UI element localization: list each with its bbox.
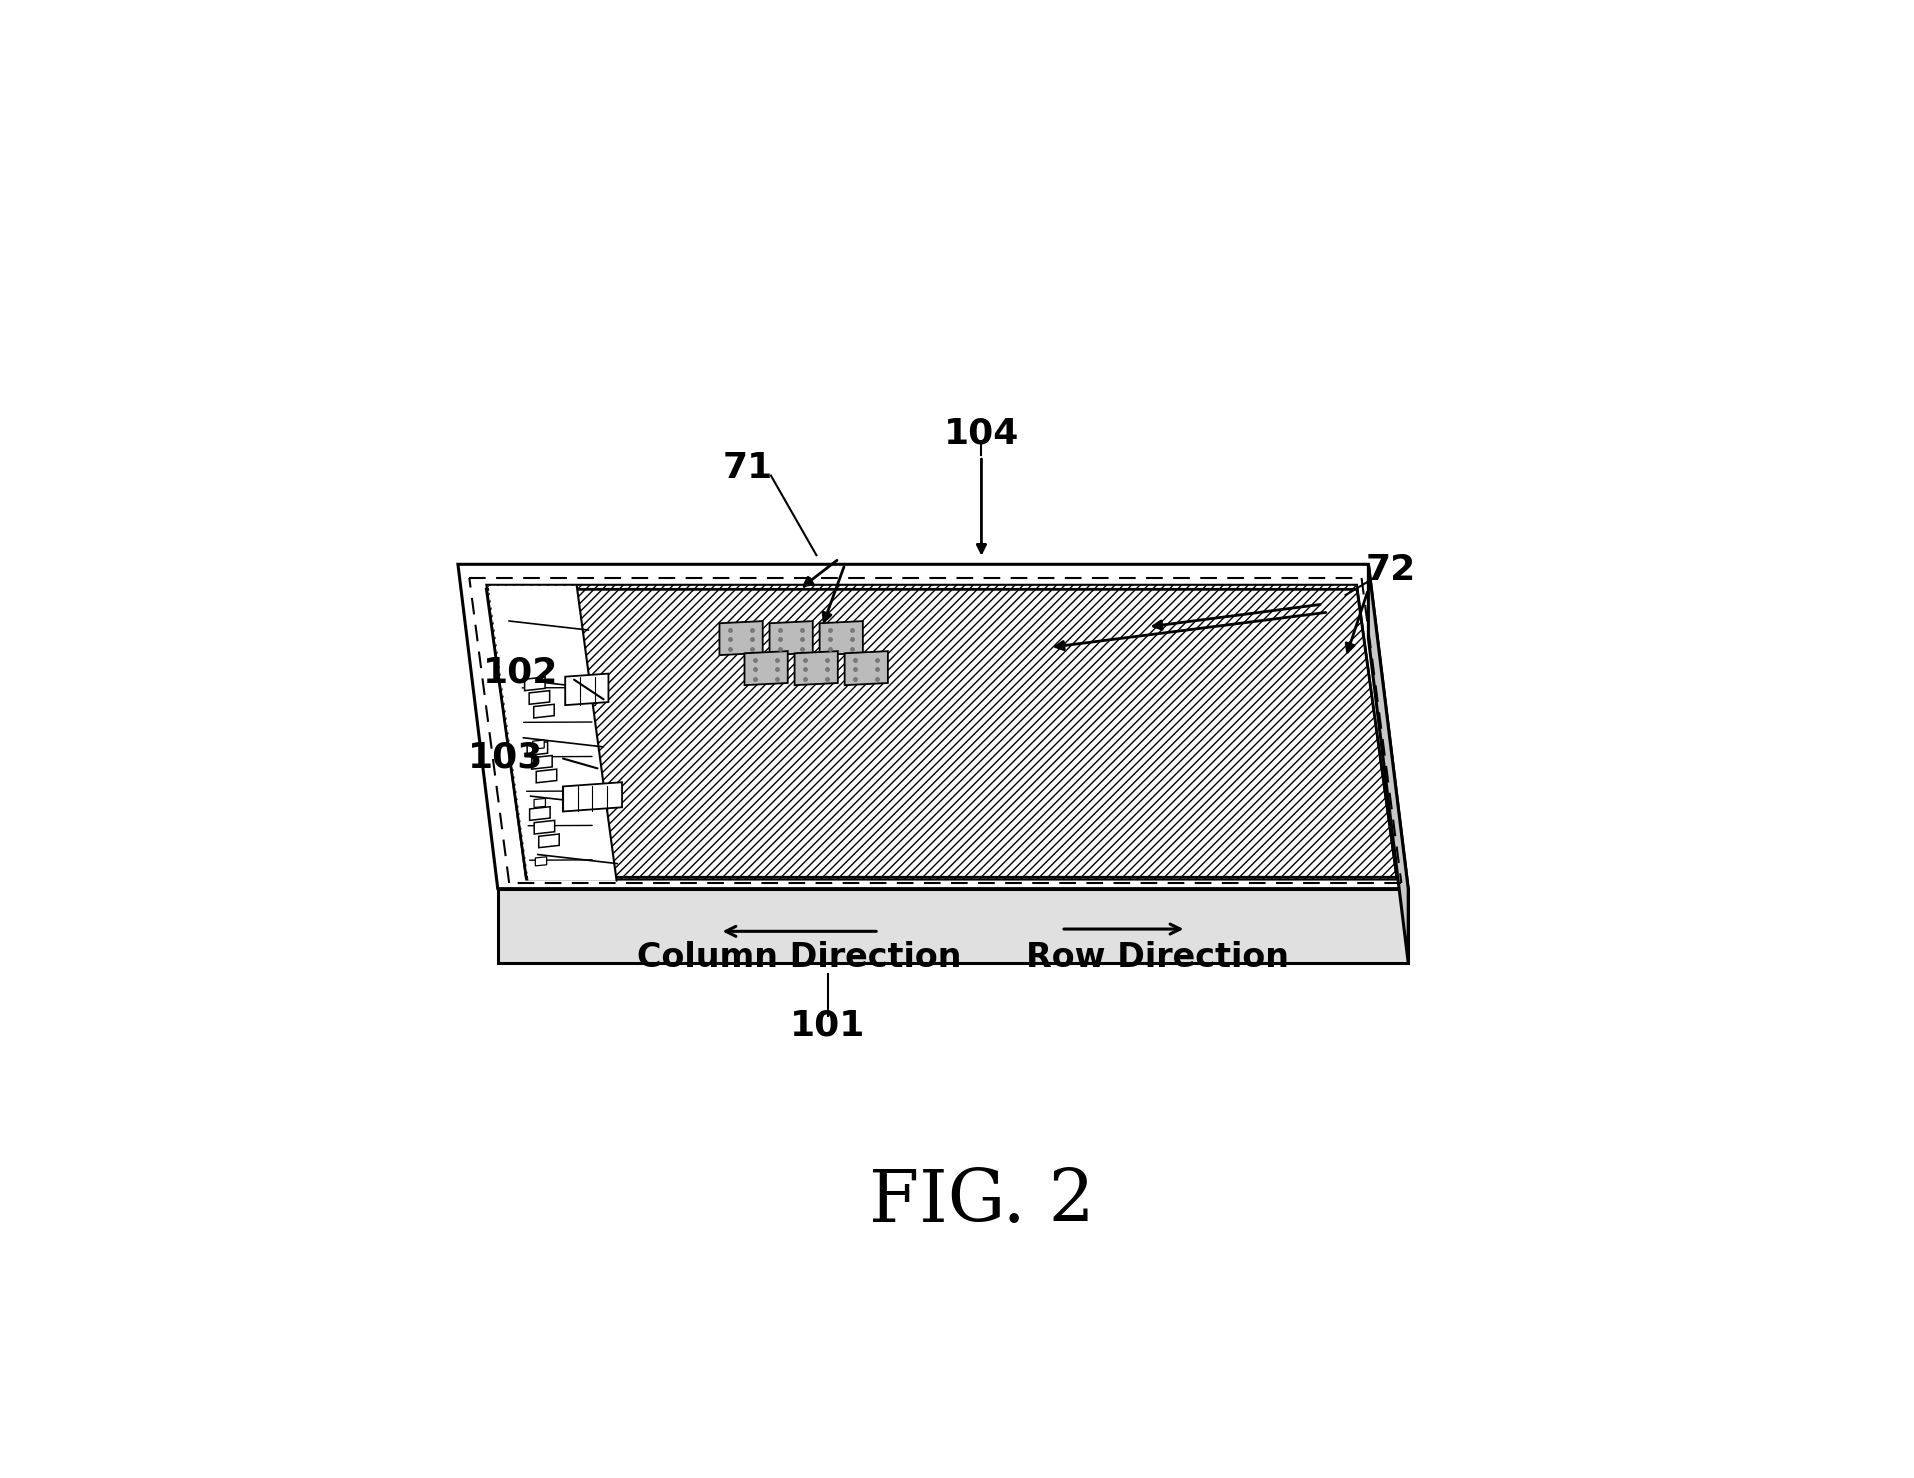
Polygon shape xyxy=(819,621,863,655)
Polygon shape xyxy=(488,585,616,881)
Polygon shape xyxy=(532,740,544,749)
Polygon shape xyxy=(565,674,609,705)
Polygon shape xyxy=(534,798,545,807)
Polygon shape xyxy=(720,621,762,655)
Text: 104: 104 xyxy=(944,417,1018,451)
Polygon shape xyxy=(528,690,549,705)
Polygon shape xyxy=(486,585,1395,879)
Polygon shape xyxy=(534,705,553,718)
Text: 101: 101 xyxy=(790,1008,865,1042)
Text: FIG. 2: FIG. 2 xyxy=(869,1166,1093,1237)
Polygon shape xyxy=(524,677,545,690)
Polygon shape xyxy=(536,857,545,866)
Polygon shape xyxy=(534,820,555,834)
Polygon shape xyxy=(498,888,1407,962)
Polygon shape xyxy=(538,834,559,848)
Polygon shape xyxy=(530,807,549,820)
Polygon shape xyxy=(794,652,838,686)
Polygon shape xyxy=(1369,565,1407,962)
Polygon shape xyxy=(745,652,787,686)
Polygon shape xyxy=(769,621,812,655)
Text: 71: 71 xyxy=(723,451,773,485)
Polygon shape xyxy=(457,565,1407,888)
Polygon shape xyxy=(526,742,547,755)
Text: 72: 72 xyxy=(1365,553,1416,587)
Text: 102: 102 xyxy=(482,655,557,689)
Polygon shape xyxy=(536,769,557,783)
Polygon shape xyxy=(532,755,551,769)
Polygon shape xyxy=(844,652,888,686)
Text: Column Direction: Column Direction xyxy=(637,941,961,974)
Text: 103: 103 xyxy=(467,740,544,774)
Polygon shape xyxy=(563,782,622,811)
Text: Row Direction: Row Direction xyxy=(1026,941,1288,974)
